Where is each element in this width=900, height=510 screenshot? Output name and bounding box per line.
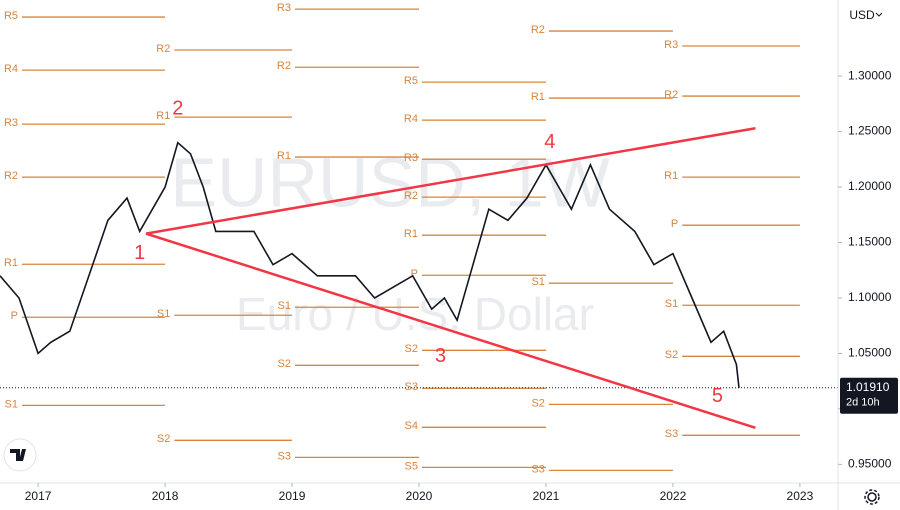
pivot-label: S5 bbox=[404, 460, 417, 472]
tv-logo[interactable] bbox=[3, 438, 37, 472]
x-tick-label: 2019 bbox=[279, 489, 306, 503]
pivot-label: R4 bbox=[404, 113, 418, 125]
pivot-label: S4 bbox=[404, 420, 417, 432]
pivot-label: S2 bbox=[404, 343, 417, 355]
pivot-label: S1 bbox=[665, 298, 678, 310]
y-tick-label: 1.10000 bbox=[848, 290, 892, 304]
pivot-label: R3 bbox=[4, 117, 18, 129]
x-tick-label: 2021 bbox=[533, 489, 560, 503]
pivot-label: R3 bbox=[404, 152, 418, 164]
pivot-label: R5 bbox=[404, 75, 418, 87]
price-line bbox=[0, 141, 740, 388]
pivot-label: S1 bbox=[278, 300, 291, 312]
pivot-label: R2 bbox=[4, 170, 18, 182]
y-tick-label: 1.15000 bbox=[848, 235, 892, 249]
pivot-label: S2 bbox=[665, 349, 678, 361]
pivot-label: R1 bbox=[156, 110, 170, 122]
pivot-label: S3 bbox=[531, 463, 544, 475]
pivot-label: R2 bbox=[156, 43, 170, 55]
y-tick-label: 1.25000 bbox=[848, 124, 892, 138]
pivot-label: P bbox=[671, 218, 678, 230]
pivot-label: S2 bbox=[157, 433, 170, 445]
currency-caret[interactable] bbox=[875, 12, 883, 17]
y-tick-label: 0.95000 bbox=[848, 457, 892, 471]
wave-label: 4 bbox=[544, 131, 555, 153]
wave-label: 3 bbox=[435, 345, 446, 367]
y-tick-label: 1.30000 bbox=[848, 68, 892, 82]
pivot-label: S2 bbox=[531, 397, 544, 409]
wave-label: 2 bbox=[172, 98, 183, 120]
y-tick-label: 1.20000 bbox=[848, 179, 892, 193]
wave-label: 1 bbox=[134, 242, 145, 264]
pivot-label: R2 bbox=[664, 89, 678, 101]
currency-button[interactable]: USD bbox=[849, 8, 875, 22]
pivot-label: S1 bbox=[157, 308, 170, 320]
countdown-label: 2d 10h bbox=[846, 397, 880, 409]
trendline bbox=[145, 232, 756, 429]
x-tick-label: 2018 bbox=[152, 489, 179, 503]
pivot-label: R3 bbox=[664, 39, 678, 51]
pivot-label: R1 bbox=[4, 257, 18, 269]
wave-label: 5 bbox=[712, 385, 723, 407]
pivot-label: S3 bbox=[665, 428, 678, 440]
pivot-label: S1 bbox=[5, 398, 18, 410]
pivot-label: R1 bbox=[277, 150, 291, 162]
pivot-label: R1 bbox=[404, 228, 418, 240]
pivot-label: R5 bbox=[4, 10, 18, 22]
x-tick-label: 2017 bbox=[25, 489, 52, 503]
pivot-label: R3 bbox=[277, 2, 291, 14]
pivot-label: R1 bbox=[664, 170, 678, 182]
pivot-label: S2 bbox=[278, 358, 291, 370]
pivot-label: S3 bbox=[404, 381, 417, 393]
pivot-label: R2 bbox=[531, 24, 545, 36]
trendline bbox=[145, 127, 756, 235]
pivot-label: R1 bbox=[531, 91, 545, 103]
x-tick-label: 2023 bbox=[787, 489, 814, 503]
x-tick-label: 2022 bbox=[660, 489, 687, 503]
pivot-label: R2 bbox=[404, 190, 418, 202]
pivot-label: S1 bbox=[531, 276, 544, 288]
x-tick-label: 2020 bbox=[406, 489, 433, 503]
pivot-label: S3 bbox=[278, 450, 291, 462]
pivot-label: R2 bbox=[277, 60, 291, 72]
last-price-badge bbox=[840, 377, 898, 414]
watermark-symbol: EURUSD, 1W bbox=[170, 143, 609, 221]
last-price-label: 1.01910 bbox=[846, 380, 890, 394]
pivot-label: P bbox=[11, 310, 18, 322]
watermark-name: Euro / U.S. Dollar bbox=[236, 288, 594, 340]
y-tick-label: 1.05000 bbox=[848, 346, 892, 360]
pivot-label: P bbox=[411, 268, 418, 280]
pivot-label: R4 bbox=[4, 63, 18, 75]
settings-icon[interactable] bbox=[864, 489, 880, 505]
